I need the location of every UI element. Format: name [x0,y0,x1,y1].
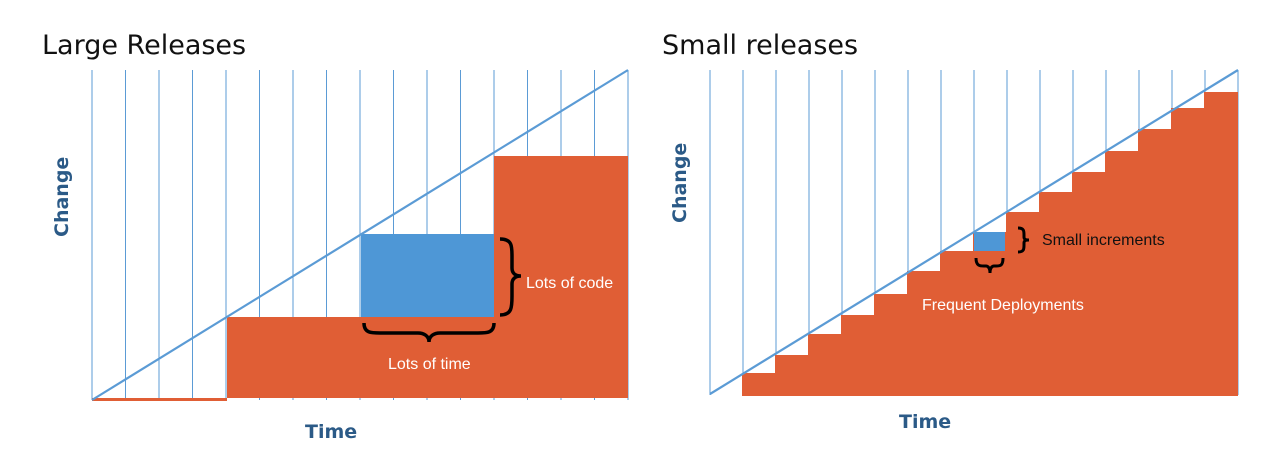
right-increment-brace [1017,226,1030,254]
right-deploy-brace [974,257,1005,274]
right-release-step [1138,129,1172,396]
right-y-axis-label: Change [669,142,691,223]
right-release-step [940,251,974,396]
right-pending-increment-block [974,232,1005,251]
right-release-step [742,373,776,396]
right-increment-label: Small increments [1042,232,1165,249]
right-release-step [1072,172,1106,396]
right-release-step [973,232,1007,396]
right-release-step [1204,92,1238,396]
right-change-diagonal [709,69,1239,395]
right-released-area [742,92,1238,396]
right-release-step [1039,192,1073,396]
left-diagram [91,69,629,401]
left-time-label: Lots of time [388,356,471,373]
left-time-brace [362,322,496,343]
left-x-axis-label: Time [305,421,358,443]
right-release-step [841,315,875,396]
left-pending-code-block [361,234,494,317]
left-released-area [92,156,628,401]
right-release-step [874,294,908,396]
right-release-step [1105,151,1139,396]
right-deploy-label: Frequent Deployments [922,297,1084,314]
right-release-step [775,355,809,396]
left-release-step-2 [227,317,628,398]
right-release-step [808,334,842,396]
right-release-step [1171,108,1205,396]
left-release-step-3 [494,156,628,317]
right-panel-title: Small releases [662,30,859,61]
right-x-axis-label: Time [899,411,952,433]
left-release-step-1 [92,398,227,401]
left-code-label: Lots of code [526,275,614,292]
left-panel-title: Large Releases [42,30,247,61]
right-release-step [907,271,941,396]
left-change-diagonal [91,69,629,401]
left-code-brace [499,237,522,317]
